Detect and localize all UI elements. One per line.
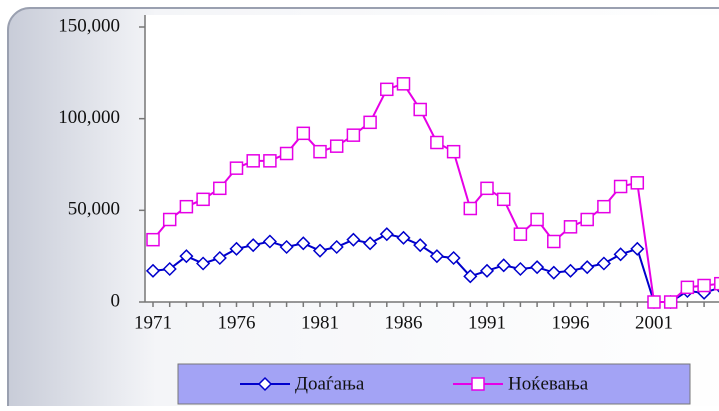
marker xyxy=(329,239,344,255)
x-tick-label: 1991 xyxy=(468,312,506,333)
y-tick-label: 150,000 xyxy=(58,15,120,36)
marker xyxy=(312,243,328,258)
marker xyxy=(396,77,411,91)
marker xyxy=(346,128,361,142)
marker xyxy=(196,256,211,271)
marker xyxy=(496,192,511,207)
marker xyxy=(429,249,444,264)
marker xyxy=(196,192,210,207)
marker xyxy=(446,144,461,159)
marker xyxy=(663,295,678,309)
x-tick-label: 1986 xyxy=(385,312,423,333)
y-tick-label: 0 xyxy=(111,290,121,311)
marker xyxy=(346,232,361,247)
marker xyxy=(530,212,544,227)
marker xyxy=(630,241,645,256)
marker xyxy=(479,263,495,278)
marker xyxy=(329,139,344,153)
marker xyxy=(647,295,661,309)
marker xyxy=(580,212,594,227)
marker xyxy=(413,238,428,253)
plot-area xyxy=(145,15,719,302)
marker xyxy=(613,247,628,262)
x-tick-label: 1976 xyxy=(218,312,256,333)
marker xyxy=(263,154,277,168)
marker xyxy=(563,263,578,278)
marker xyxy=(146,232,160,247)
y-tick-label: 50,000 xyxy=(68,199,120,220)
marker xyxy=(363,115,377,130)
marker xyxy=(379,227,394,242)
marker xyxy=(246,154,260,168)
marker xyxy=(547,234,561,249)
legend-label: Доаѓања xyxy=(295,373,365,394)
marker xyxy=(363,236,378,251)
legend-label: Ноќевања xyxy=(508,373,589,394)
marker xyxy=(546,265,561,280)
marker xyxy=(162,261,177,277)
marker xyxy=(413,102,427,117)
marker xyxy=(613,179,628,194)
marker xyxy=(296,236,311,251)
plot xyxy=(145,77,719,310)
x-tick-label: 1981 xyxy=(301,312,339,333)
marker xyxy=(513,261,528,277)
marker xyxy=(213,181,227,196)
marker xyxy=(179,199,194,214)
marker xyxy=(145,263,161,278)
legend-marker xyxy=(257,376,273,392)
marker xyxy=(279,146,294,161)
marker xyxy=(596,256,611,271)
marker xyxy=(513,227,528,241)
marker xyxy=(496,258,511,273)
marker xyxy=(279,239,294,255)
marker xyxy=(162,212,177,227)
x-tick-label: 2001 xyxy=(635,312,673,333)
marker xyxy=(430,135,444,150)
marker xyxy=(179,249,194,264)
marker xyxy=(313,144,327,159)
marker xyxy=(714,276,719,291)
marker xyxy=(229,241,244,256)
marker xyxy=(262,234,277,249)
x-tick-label: 1971 xyxy=(134,312,172,333)
marker xyxy=(396,230,411,245)
marker xyxy=(530,260,545,275)
marker xyxy=(580,260,595,275)
marker xyxy=(630,176,645,190)
y-tick-label: 100,000 xyxy=(58,107,120,128)
marker xyxy=(446,250,461,266)
marker xyxy=(463,269,478,284)
legend-marker xyxy=(471,377,485,391)
marker xyxy=(296,126,311,141)
marker xyxy=(597,199,611,214)
marker xyxy=(229,161,244,175)
marker xyxy=(463,201,478,216)
marker xyxy=(246,238,261,253)
x-tick-label: 1996 xyxy=(552,312,590,333)
marker xyxy=(380,82,394,97)
marker xyxy=(212,250,227,266)
marker xyxy=(480,181,494,196)
marker xyxy=(697,278,711,293)
marker xyxy=(563,220,578,234)
marker xyxy=(680,280,695,295)
